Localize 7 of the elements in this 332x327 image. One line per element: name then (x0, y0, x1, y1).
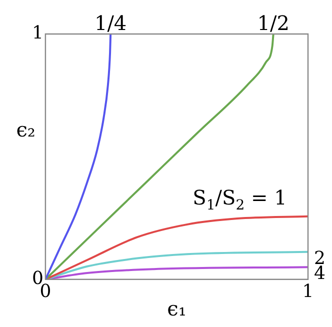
line-series (45, 34, 274, 280)
annotation: 1/4 (94, 11, 127, 35)
x-axis-title: ϵ₁ (167, 296, 186, 320)
line-series (45, 215, 308, 280)
annotation: 1/2 (257, 11, 290, 35)
line-series (45, 34, 112, 280)
y-axis-title: ϵ₂ (16, 118, 36, 142)
